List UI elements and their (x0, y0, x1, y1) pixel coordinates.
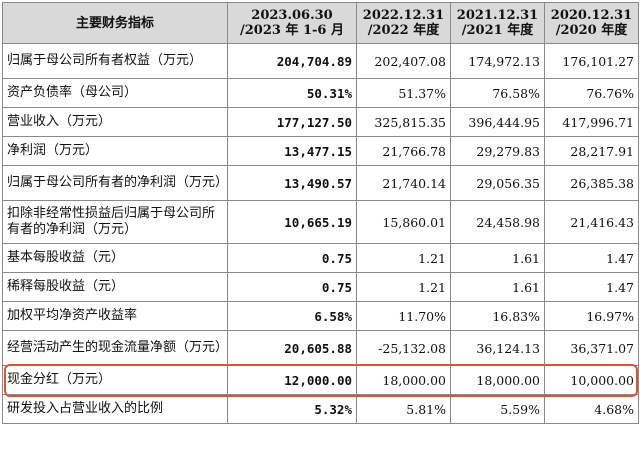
cell-2020: 36,371.07 (544, 330, 639, 366)
cell-2020: 1.47 (544, 243, 639, 273)
table-row: 归属于母公司所有者的净利润（万元） 13,490.57 21,740.14 29… (2, 165, 639, 201)
cell-2023h1: 6.58% (227, 301, 357, 331)
cell-2020: 16.97% (544, 301, 639, 331)
cell-2021: 5.59% (450, 394, 545, 424)
row-label: 稀释每股收益（元） (2, 272, 228, 302)
cell-2020: 417,996.71 (544, 107, 639, 137)
cell-2020: 21,416.43 (544, 200, 639, 244)
cell-2021: 29,279.83 (450, 136, 545, 166)
cell-2021: 76.58% (450, 78, 545, 108)
cell-2020: 1.47 (544, 272, 639, 302)
cell-2023h1: 5.32% (227, 394, 357, 424)
cell-2021: 18,000.00 (450, 365, 545, 395)
table-row-cash-dividend: 现金分红（万元） 12,000.00 18,000.00 18,000.00 1… (2, 365, 639, 395)
table-row: 加权平均净资产收益率 6.58% 11.70% 16.83% 16.97% (2, 301, 639, 331)
header-indicator: 主要财务指标 (2, 2, 228, 44)
header-period-2023h1: 2023.06.30/2023 年 1-6 月 (227, 2, 357, 44)
header-row: 主要财务指标 2023.06.30/2023 年 1-6 月 2022.12.3… (2, 2, 639, 44)
cell-2023h1: 204,704.89 (227, 43, 357, 79)
cell-2023h1: 20,605.88 (227, 330, 357, 366)
cell-2022: 5.81% (356, 394, 451, 424)
cell-2022: 11.70% (356, 301, 451, 331)
cell-2021: 174,972.13 (450, 43, 545, 79)
cell-2020: 10,000.00 (544, 365, 639, 395)
cell-2022: -25,132.08 (356, 330, 451, 366)
cell-2023h1: 13,477.15 (227, 136, 357, 166)
cell-2021: 1.61 (450, 243, 545, 273)
row-label: 现金分红（万元） (2, 365, 228, 395)
table-row: 研发投入占营业收入的比例 5.32% 5.81% 5.59% 4.68% (2, 394, 639, 424)
row-label: 净利润（万元） (2, 136, 228, 166)
cell-2021: 16.83% (450, 301, 545, 331)
header-period-2021: 2021.12.31/2021 年度 (450, 2, 545, 44)
cell-2020: 76.76% (544, 78, 639, 108)
cell-2022: 1.21 (356, 243, 451, 273)
row-label: 基本每股收益（元） (2, 243, 228, 273)
row-label: 资产负债率（母公司） (2, 78, 228, 108)
table-row: 营业收入（万元） 177,127.50 325,815.35 396,444.9… (2, 107, 639, 137)
cell-2022: 21,740.14 (356, 165, 451, 201)
header-period-2020: 2020.12.31/2020 年度 (544, 2, 639, 44)
row-label: 扣除非经常性损益后归属于母公司所有者的净利润（万元） (2, 200, 228, 244)
cell-2023h1: 13,490.57 (227, 165, 357, 201)
row-label: 归属于母公司所有者的净利润（万元） (2, 165, 228, 201)
cell-2023h1: 0.75 (227, 243, 357, 273)
table-row: 净利润（万元） 13,477.15 21,766.78 29,279.83 28… (2, 136, 639, 166)
row-label: 研发投入占营业收入的比例 (2, 394, 228, 424)
cell-2020: 4.68% (544, 394, 639, 424)
cell-2021: 1.61 (450, 272, 545, 302)
cell-2022: 325,815.35 (356, 107, 451, 137)
cell-2021: 396,444.95 (450, 107, 545, 137)
table-row: 经营活动产生的现金流量净额（万元） 20,605.88 -25,132.08 3… (2, 330, 639, 366)
cell-2023h1: 177,127.50 (227, 107, 357, 137)
cell-2022: 202,407.08 (356, 43, 451, 79)
financial-indicators-table: 主要财务指标 2023.06.30/2023 年 1-6 月 2022.12.3… (2, 2, 639, 424)
cell-2023h1: 50.31% (227, 78, 357, 108)
header-period-2022: 2022.12.31/2022 年度 (356, 2, 451, 44)
cell-2023h1: 0.75 (227, 272, 357, 302)
cell-2022: 15,860.01 (356, 200, 451, 244)
row-label: 营业收入（万元） (2, 107, 228, 137)
cell-2023h1: 12,000.00 (227, 365, 357, 395)
cell-2023h1: 10,665.19 (227, 200, 357, 244)
cell-2022: 1.21 (356, 272, 451, 302)
row-label: 归属于母公司所有者权益（万元） (2, 43, 228, 79)
cell-2022: 21,766.78 (356, 136, 451, 166)
cell-2021: 24,458.98 (450, 200, 545, 244)
cell-2022: 51.37% (356, 78, 451, 108)
row-label: 加权平均净资产收益率 (2, 301, 228, 331)
row-label: 经营活动产生的现金流量净额（万元） (2, 330, 228, 366)
table-row: 扣除非经常性损益后归属于母公司所有者的净利润（万元） 10,665.19 15,… (2, 200, 639, 244)
cell-2022: 18,000.00 (356, 365, 451, 395)
table-row: 资产负债率（母公司） 50.31% 51.37% 76.58% 76.76% (2, 78, 639, 108)
table-row: 归属于母公司所有者权益（万元） 204,704.89 202,407.08 17… (2, 43, 639, 79)
cell-2020: 176,101.27 (544, 43, 639, 79)
table-row: 基本每股收益（元） 0.75 1.21 1.61 1.47 (2, 243, 639, 273)
cell-2021: 29,056.35 (450, 165, 545, 201)
cell-2021: 36,124.13 (450, 330, 545, 366)
table-row: 稀释每股收益（元） 0.75 1.21 1.61 1.47 (2, 272, 639, 302)
cell-2020: 26,385.38 (544, 165, 639, 201)
cell-2020: 28,217.91 (544, 136, 639, 166)
